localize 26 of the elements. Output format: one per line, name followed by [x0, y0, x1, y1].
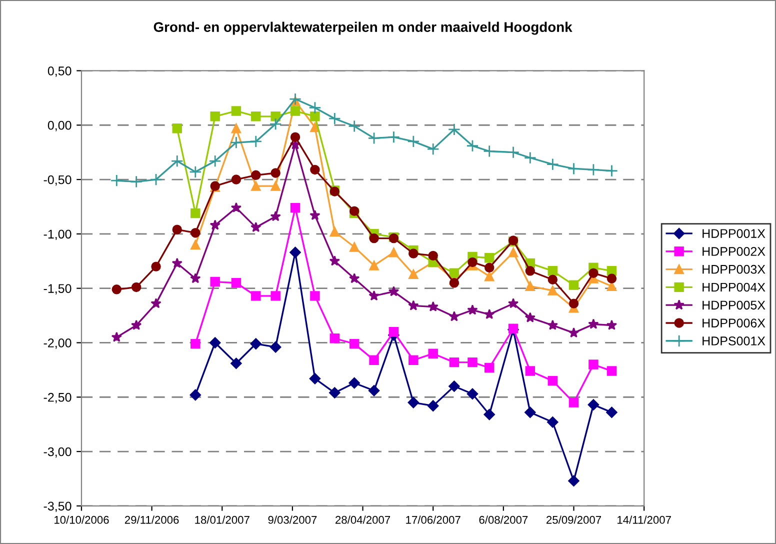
y-tick-label: -1,50	[44, 284, 72, 294]
legend-label: HDPS001X	[702, 336, 766, 346]
x-tick-label: 10/10/2006	[54, 516, 109, 524]
x-tick-label: 17/06/2007	[406, 516, 460, 524]
y-tick-label: 0,00	[48, 120, 72, 132]
x-tick-label: 9/03/2007	[268, 516, 317, 524]
x-tick-label: 14/11/2007	[618, 516, 671, 524]
legend-label: HDPP004X	[702, 282, 766, 292]
chart-title: Grond- en oppervlaktewaterpeilen m onder maaiveld Hoogdonk	[154, 22, 572, 35]
legend-label: HDPP002X	[702, 247, 766, 256]
y-tick-label: -1,00	[44, 230, 72, 240]
legend-label: HDPP001X	[702, 229, 766, 238]
y-tick-label: 0,50	[48, 66, 72, 77]
y-tick-label: -3,50	[44, 502, 72, 512]
x-tick-label: 18/01/2007	[195, 516, 250, 524]
y-tick-label: -2,00	[44, 338, 72, 349]
x-tick-label: 6/08/2007	[479, 516, 528, 524]
x-tick-label: 29/11/2006	[124, 516, 179, 524]
legend-label: HDPP003X	[702, 264, 766, 274]
x-tick-label: 28/04/2007	[336, 516, 390, 524]
legend-label: HDPP005X	[702, 300, 766, 310]
x-tick-label: 25/09/2007	[546, 516, 602, 524]
y-tick-label: -2,50	[44, 392, 72, 404]
legend-label: HDPP006X	[702, 318, 766, 328]
y-tick-label: -0,50	[44, 175, 72, 186]
y-tick-label: -3,00	[44, 447, 72, 458]
